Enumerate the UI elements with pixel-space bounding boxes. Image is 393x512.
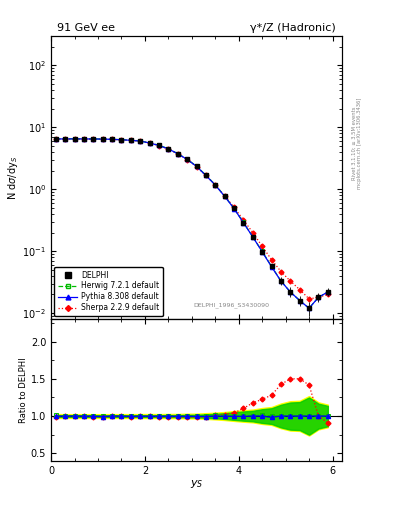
Text: mcplots.cern.ch [arXiv:1306.3436]: mcplots.cern.ch [arXiv:1306.3436] xyxy=(357,98,362,189)
Text: γ*/Z (Hadronic): γ*/Z (Hadronic) xyxy=(250,23,336,33)
Text: 91 GeV ee: 91 GeV ee xyxy=(57,23,115,33)
Legend: DELPHI, Herwig 7.2.1 default, Pythia 8.308 default, Sherpa 2.2.9 default: DELPHI, Herwig 7.2.1 default, Pythia 8.3… xyxy=(54,267,163,316)
Text: Rivet 3.1.10; ≥ 3.5M events: Rivet 3.1.10; ≥ 3.5M events xyxy=(352,106,357,180)
Y-axis label: N d$\sigma$/dy$_S$: N d$\sigma$/dy$_S$ xyxy=(6,156,20,200)
Text: DELPHI_1996_S3430090: DELPHI_1996_S3430090 xyxy=(193,302,269,308)
X-axis label: $y_S$: $y_S$ xyxy=(190,478,203,490)
Y-axis label: Ratio to DELPHI: Ratio to DELPHI xyxy=(19,357,28,423)
